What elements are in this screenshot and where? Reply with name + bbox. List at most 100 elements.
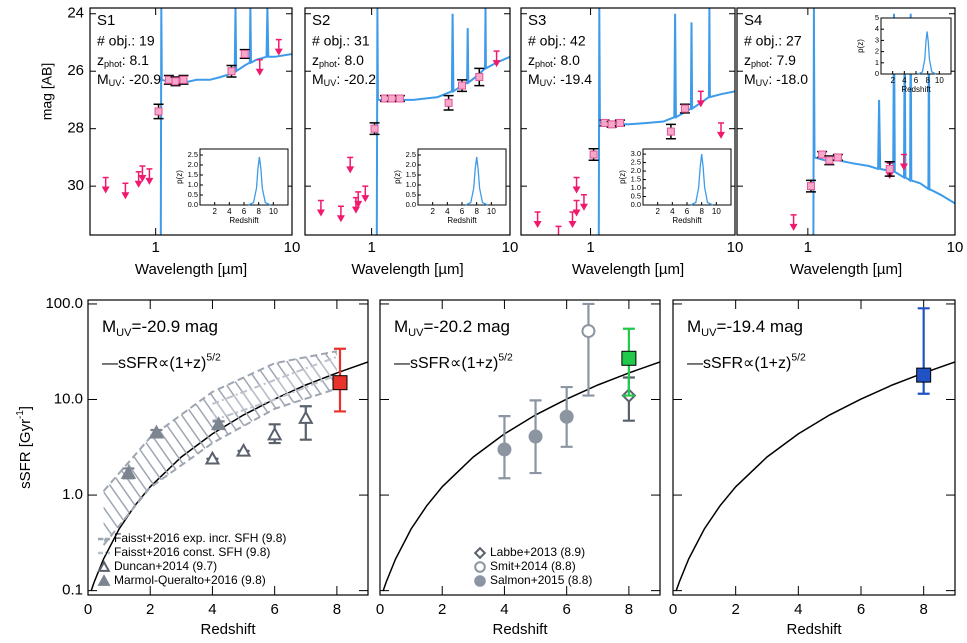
text-part: M bbox=[97, 71, 109, 87]
upper-limit-head bbox=[336, 215, 345, 223]
x-tick-label: 0 bbox=[84, 601, 92, 618]
error-bar bbox=[582, 302, 595, 397]
x-tick-label: 8 bbox=[333, 601, 341, 618]
photo-z: zphot: 8.0 bbox=[312, 52, 364, 70]
x-tick-label: 10 bbox=[727, 239, 744, 256]
subscript: UV bbox=[756, 79, 770, 89]
inset-x-tick-label: 10 bbox=[712, 207, 721, 216]
inset-y-tick-label: 0.0 bbox=[188, 200, 198, 209]
upper-limit-head bbox=[579, 203, 588, 211]
inset-x-tick-label: 8 bbox=[256, 207, 261, 216]
ssfr-panel: 0 2 4 6 8 Redshift MUV=-20.2 mag —sSFR∝(1+z)5/2… bbox=[376, 299, 661, 638]
panel-title: MUV=-20.9 mag bbox=[102, 317, 218, 339]
text-part: : 8.0 bbox=[337, 52, 364, 68]
uv-magnitude: MUV: -18.0 bbox=[744, 71, 808, 89]
x-tick-label: 0 bbox=[669, 601, 677, 618]
inset-y-tick-label: 0.5 bbox=[406, 190, 416, 199]
text-part: : 8.1 bbox=[122, 52, 149, 68]
inset-x-tick-label: 4 bbox=[902, 76, 907, 85]
inset-y-tick-label: 0.5 bbox=[188, 190, 198, 199]
inset-y-tick-label: 1.0 bbox=[406, 180, 416, 189]
y-axis-label: sSFR [Gyr-1] bbox=[15, 406, 34, 489]
inset-x-tick-label: 6 bbox=[242, 207, 247, 216]
upper-limit-head bbox=[346, 166, 355, 174]
uv-magnitude: MUV: -19.4 bbox=[528, 71, 592, 89]
x-axis-label: Wavelength [µm] bbox=[790, 261, 902, 278]
upper-limit-head bbox=[555, 235, 563, 242]
x-tick-label: 2 bbox=[438, 601, 446, 618]
inset-y-tick-label: 1.0 bbox=[631, 183, 641, 192]
relation-label: —sSFR∝(1+z)5/2 bbox=[394, 352, 513, 372]
y-tick-label: 100.0 bbox=[45, 295, 83, 312]
subscript: phot bbox=[104, 60, 122, 70]
inset-x-tick-label: 6 bbox=[685, 207, 690, 216]
text-part: M bbox=[394, 317, 408, 336]
legend-label: Labbe+2013 (8.9) bbox=[490, 545, 585, 559]
detection bbox=[458, 81, 467, 90]
inset-x-label: Redshift bbox=[229, 216, 259, 225]
uv-magnitude: MUV: -20.9 bbox=[97, 71, 161, 89]
x-tick-label: 6 bbox=[562, 601, 570, 618]
text-part: sSFR [Gyr bbox=[17, 419, 34, 489]
detection bbox=[806, 182, 815, 191]
detection bbox=[227, 67, 236, 76]
upper-limit bbox=[492, 50, 501, 68]
panel-title: MUV=-19.4 mag bbox=[687, 317, 803, 339]
text-part: —sSFR∝(1+z) bbox=[102, 355, 206, 372]
legend-item: Marmol-Queralto+2016 (9.8) bbox=[97, 573, 266, 587]
upper-limit-head bbox=[121, 192, 130, 200]
inset-x-tick-label: 4 bbox=[227, 207, 232, 216]
subscript: UV bbox=[540, 79, 554, 89]
inset-x-tick-label: 8 bbox=[925, 76, 930, 85]
data-point bbox=[916, 367, 932, 383]
ssfr-relation bbox=[675, 361, 955, 592]
data-point bbox=[298, 409, 314, 424]
x-tick-label: 8 bbox=[919, 601, 927, 618]
uv-magnitude: MUV: -20.2 bbox=[312, 71, 376, 89]
legend-label: Marmol-Queralto+2016 (9.8) bbox=[114, 573, 266, 587]
subscript: UV bbox=[701, 327, 717, 339]
text-part: z bbox=[528, 52, 535, 68]
data-point bbox=[120, 464, 137, 479]
text-part: M bbox=[528, 71, 540, 87]
x-axis-label: Redshift bbox=[786, 621, 842, 638]
upper-limit-head bbox=[101, 186, 110, 194]
detection bbox=[589, 150, 598, 159]
plot-area bbox=[101, 8, 292, 235]
upper-limit bbox=[346, 156, 355, 174]
data-point bbox=[559, 409, 574, 424]
inset-x-tick-label: 8 bbox=[699, 207, 704, 216]
inset-y-tick-label: 2.5 bbox=[406, 150, 416, 159]
text-part: M bbox=[312, 71, 324, 87]
upper-limit-head bbox=[789, 223, 798, 231]
panel-title: MUV=-20.2 mag bbox=[394, 317, 510, 339]
photo-z: zphot: 8.1 bbox=[97, 52, 149, 70]
detection bbox=[833, 153, 842, 162]
plot-area bbox=[789, 8, 955, 235]
detection bbox=[616, 118, 625, 127]
upper-limit-head bbox=[145, 177, 154, 185]
x-tick-label: 6 bbox=[270, 601, 278, 618]
superscript: -1 bbox=[15, 410, 26, 419]
x-axis-label: Wavelength [µm] bbox=[572, 261, 684, 278]
inset-y-tick-label: 3 bbox=[875, 35, 879, 44]
upper-limit-head bbox=[255, 68, 264, 76]
inset-x-tick-label: 2 bbox=[212, 207, 217, 216]
inset-y-label: p(z) bbox=[618, 170, 627, 184]
legend-label: Faisst+2016 const. SFH (9.8) bbox=[114, 545, 270, 559]
inset-y-label: p(z) bbox=[393, 170, 402, 184]
legend-label: Smit+2014 (8.8) bbox=[490, 559, 576, 573]
subscript: phot bbox=[319, 60, 337, 70]
detection bbox=[818, 150, 827, 159]
data-point bbox=[332, 375, 348, 391]
upper-limit-head bbox=[717, 131, 726, 139]
upper-limit bbox=[555, 225, 563, 242]
data-point bbox=[204, 450, 221, 465]
legend-item: Faisst+2016 exp. incr. SFH (9.8) bbox=[98, 531, 286, 545]
inset-y-tick-label: 3.0 bbox=[631, 149, 641, 158]
inset-bg bbox=[199, 148, 289, 206]
detection bbox=[154, 107, 163, 116]
upper-limit-head bbox=[361, 195, 370, 203]
